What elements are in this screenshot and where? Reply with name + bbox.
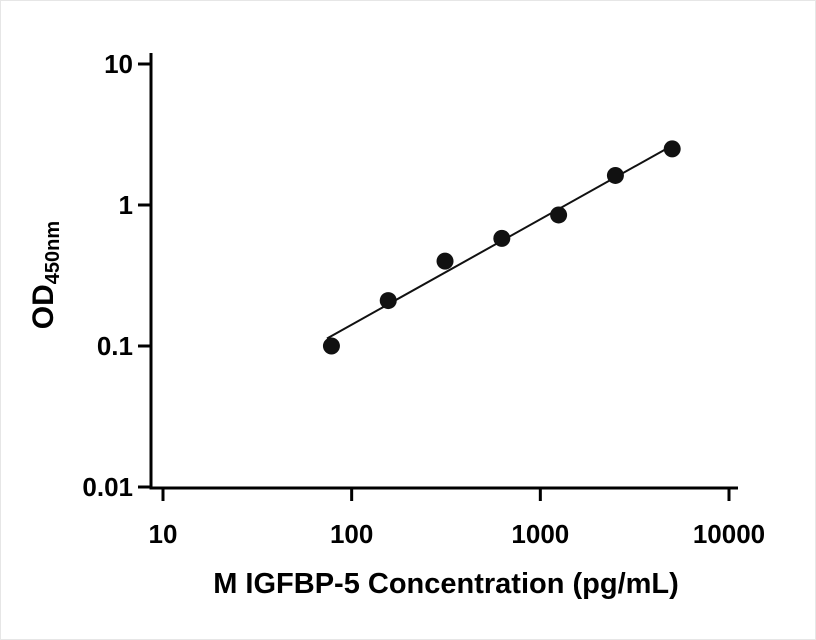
y-axis-title: OD450nm — [27, 221, 64, 329]
y-axis-title-sub: 450nm — [42, 221, 64, 284]
data-point — [436, 252, 454, 270]
y-tick-label: 0.01 — [82, 472, 133, 502]
x-axis-title: M IGFBP-5 Concentration (pg/mL) — [213, 568, 679, 600]
data-point — [379, 292, 397, 310]
x-tick-label: 10000 — [693, 519, 765, 549]
y-tick-label: 0.1 — [97, 331, 133, 361]
x-tick-label: 100 — [330, 519, 373, 549]
data-point — [322, 337, 340, 355]
data-point — [663, 140, 681, 158]
plot-layer: 10 100 1000 10000 0.01 0.1 1 10 — [82, 49, 765, 549]
data-point — [493, 229, 511, 247]
y-tick-label: 1 — [119, 190, 133, 220]
x-tick-label: 1000 — [511, 519, 569, 549]
data-point — [606, 166, 624, 184]
y-tick-label: 10 — [104, 49, 133, 79]
x-tick-label: 10 — [149, 519, 178, 549]
data-point — [550, 206, 568, 224]
y-axis-title-main: OD — [27, 284, 60, 329]
